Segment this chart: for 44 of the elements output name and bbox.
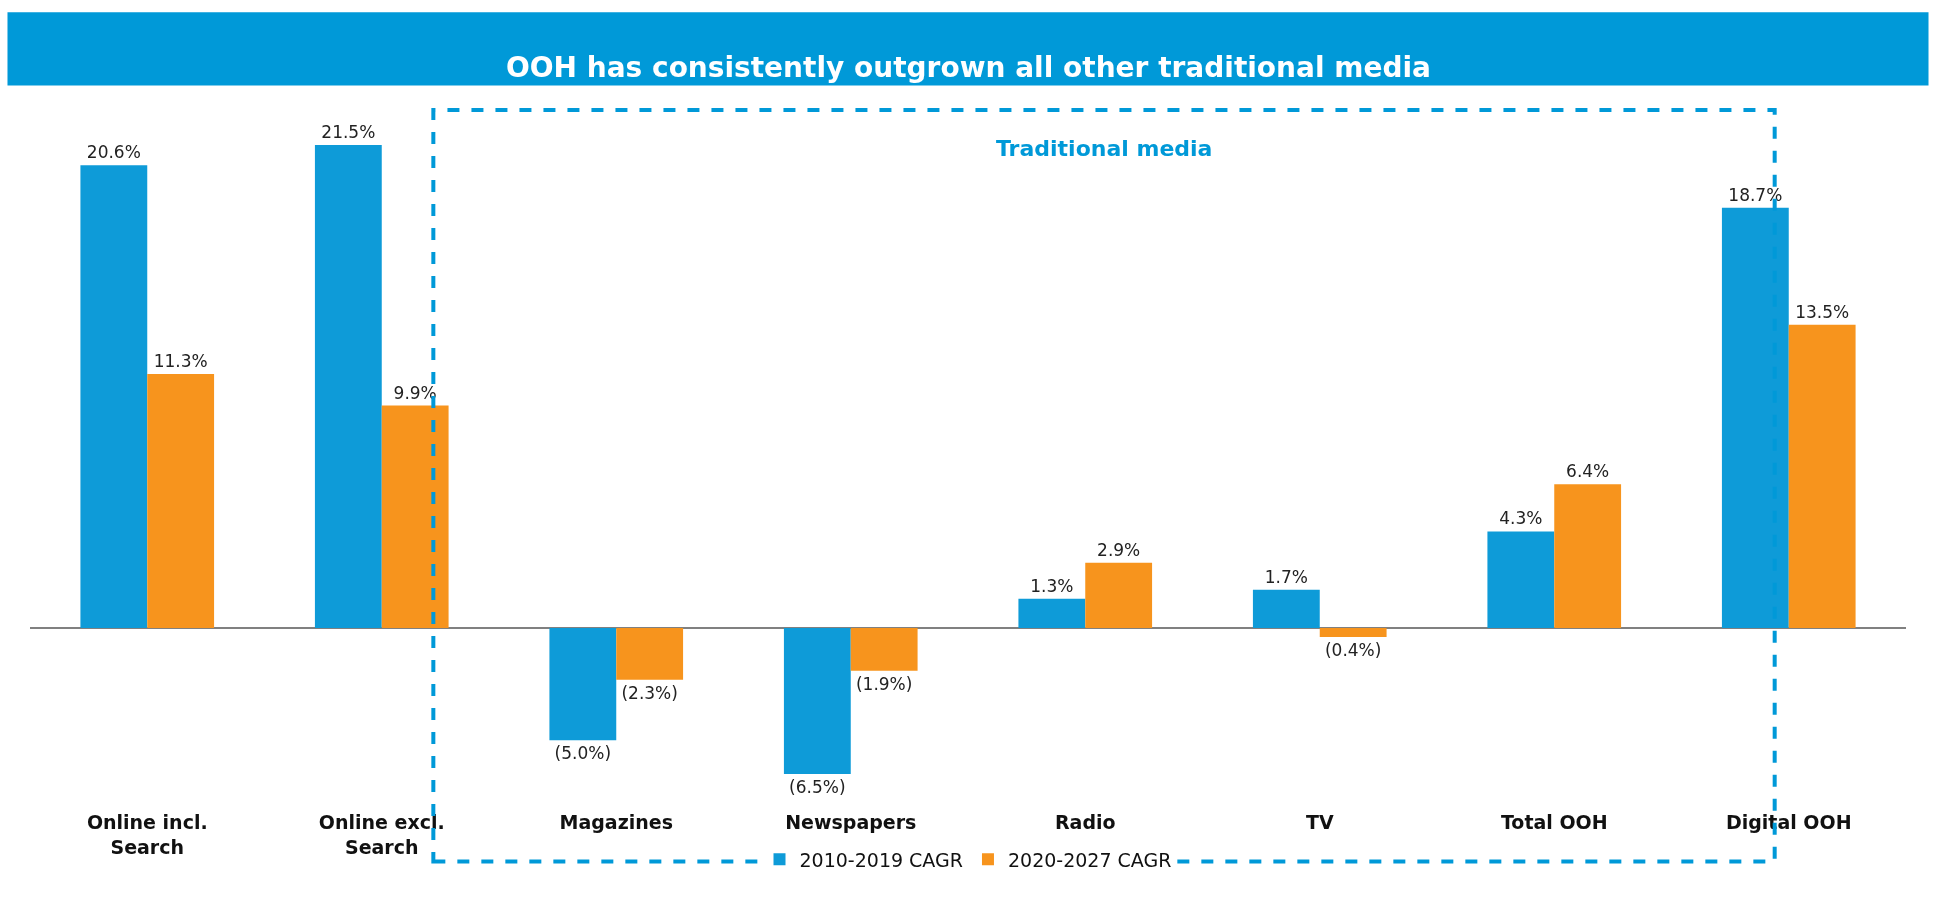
x-tick-label: TV — [1305, 811, 1334, 833]
bar — [147, 374, 215, 629]
annotation: Traditional media — [996, 136, 1213, 161]
x-tick-label: Online excl. Search — [318, 811, 445, 858]
bar — [381, 405, 449, 629]
x-tick-label: Total OOH — [1500, 811, 1608, 833]
data-label: 1.3% — [1030, 575, 1074, 596]
bar — [1085, 562, 1153, 629]
bar — [1252, 589, 1320, 629]
data-label: 13.5% — [1795, 301, 1850, 322]
data-label: 9.9% — [393, 382, 437, 403]
data-label: 6.4% — [1566, 461, 1610, 482]
data-label: 20.6% — [86, 142, 141, 163]
data-label: (1.9%) — [855, 673, 913, 694]
bar — [1319, 628, 1387, 637]
data-label: (5.0%) — [554, 743, 612, 764]
bar — [1018, 598, 1086, 629]
bar — [80, 165, 148, 629]
data-label: (6.5%) — [789, 777, 846, 798]
x-tick-label: Online incl. Search — [86, 811, 208, 858]
legend-label: 2020-2027 CAGR — [1007, 848, 1172, 871]
data-label: (2.3%) — [621, 682, 678, 703]
chart-title: OOH has consistently outgrown all other traditional media — [506, 51, 1431, 84]
data-label: 2.9% — [1097, 539, 1141, 560]
bar — [850, 628, 918, 671]
data-label: 1.7% — [1264, 566, 1308, 587]
bar — [314, 144, 382, 629]
bar — [783, 628, 851, 775]
x-tick-label: Newspapers — [785, 811, 917, 833]
x-tick-label: Radio — [1054, 811, 1116, 833]
bar — [1721, 207, 1789, 629]
x-tick-label: Magazines — [559, 811, 673, 833]
bar — [1788, 324, 1856, 629]
bar — [549, 628, 617, 741]
data-label: 18.7% — [1728, 184, 1783, 205]
bar — [616, 628, 684, 680]
bar — [1487, 531, 1555, 629]
data-label: 4.3% — [1499, 508, 1543, 529]
bar — [1554, 484, 1622, 629]
x-tick-label: Digital OOH — [1725, 811, 1852, 833]
data-label: (0.4%) — [1324, 640, 1382, 660]
data-label: 21.5% — [321, 121, 376, 142]
legend-label: 2010-2019 CAGR — [799, 848, 963, 871]
data-label: 11.3% — [153, 351, 208, 372]
